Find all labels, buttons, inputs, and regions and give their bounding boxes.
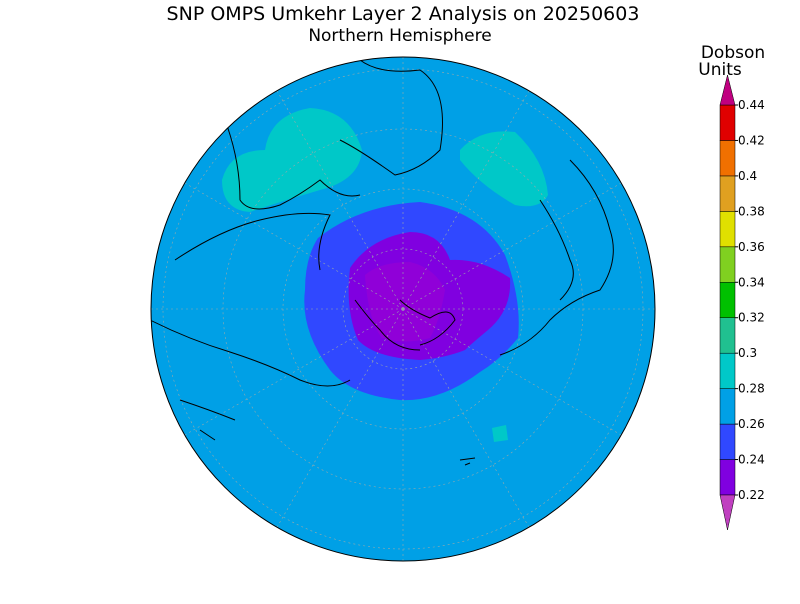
colorbar-bin [719, 104, 736, 141]
colorbar-bin [719, 459, 736, 496]
graticule [402, 90, 530, 310]
map-border [150, 56, 656, 562]
subtitle: Northern Hemisphere [308, 26, 491, 46]
colorbar-bin [719, 317, 736, 354]
coastline [174, 212, 331, 271]
colorbar-tick-label: 0.4 [738, 169, 757, 183]
graticule [276, 90, 404, 310]
colorbar-bin [719, 140, 736, 177]
map [150, 56, 656, 562]
field-region [460, 131, 548, 207]
graticule [402, 308, 530, 528]
colorbar-label: Units [698, 60, 742, 80]
colorbar-tick-label: 0.32 [738, 311, 765, 325]
coastline [399, 299, 456, 346]
coastline [354, 299, 421, 351]
field-region [492, 425, 508, 442]
colorbar-bin [719, 175, 736, 212]
colorbar-tick-label: 0.28 [738, 382, 765, 396]
colorbar-bin [719, 246, 736, 283]
title: SNP OMPS Umkehr Layer 2 Analysis on 2025… [167, 3, 640, 25]
colorbar-bin [719, 352, 736, 389]
coastline [339, 59, 443, 176]
coastline [151, 319, 351, 387]
colorbar-bin [719, 282, 736, 318]
graticule [402, 182, 622, 310]
graticule [276, 308, 404, 528]
colorbar-bin [719, 388, 736, 425]
coastline [539, 199, 574, 301]
colorbar-tick-label: 0.42 [738, 133, 765, 147]
graticule [402, 308, 622, 436]
colorbar-tick-label: 0.38 [738, 204, 765, 218]
field-region [365, 262, 445, 342]
colorbar-tick-label: 0.24 [738, 453, 765, 467]
colorbar-under [719, 494, 736, 531]
colorbar-tick-label: 0.36 [738, 240, 765, 254]
colorbar-tick-label: 0.22 [738, 488, 765, 502]
colorbar: 0.22 0.24 0.26 0.28 0.3 0.32 0.34 0.36 0.38 0.4 0.… [719, 74, 765, 531]
coastline [499, 159, 614, 356]
colorbar-bin [719, 211, 736, 248]
graticule [184, 182, 404, 310]
coastline [179, 399, 236, 441]
colorbar-tick-label: 0.3 [738, 346, 757, 360]
field [151, 57, 655, 561]
colorbar-tick-label: 0.34 [738, 275, 765, 289]
coastline [224, 119, 361, 210]
colorbar-over [719, 74, 736, 106]
colorbar-tick-label: 0.26 [738, 417, 765, 431]
colorbar-label: Dobson [701, 43, 765, 63]
coastline [459, 457, 476, 466]
colorbar-bin [719, 423, 736, 460]
colorbar-tick-label: 0.44 [738, 98, 765, 112]
graticule [184, 308, 404, 436]
